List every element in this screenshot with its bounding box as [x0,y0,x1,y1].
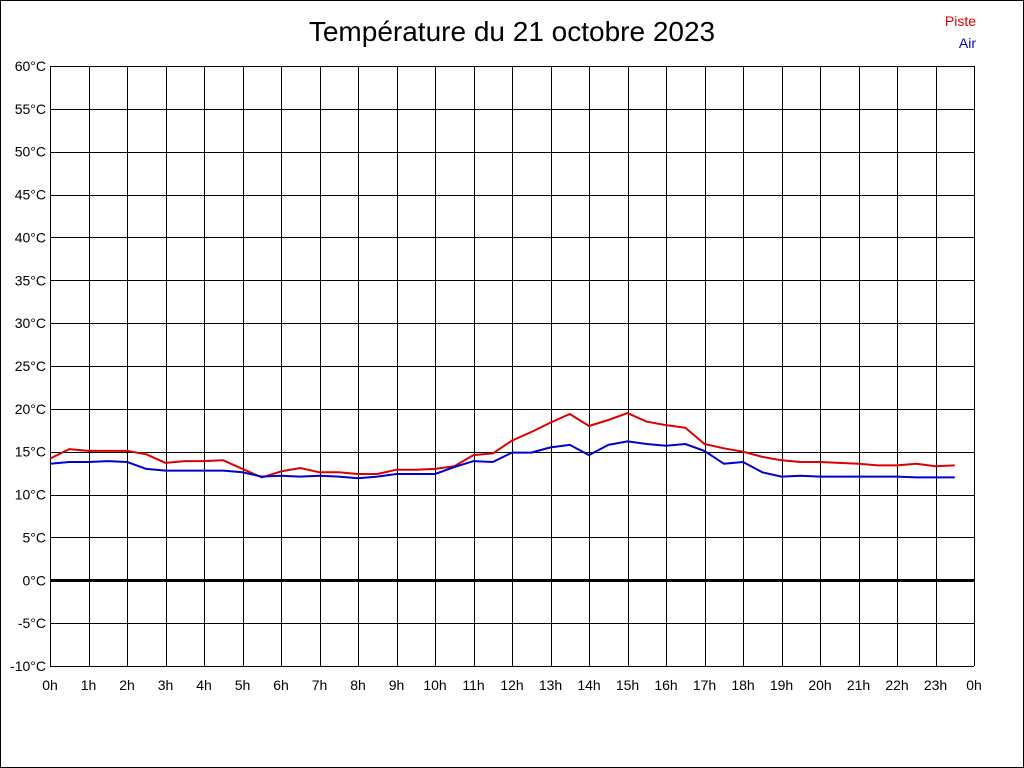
legend-item-air: Air [958,35,976,51]
x-tick-label: 0h [42,677,58,693]
y-tick-label: 0°C [23,572,47,588]
x-tick-label: 18h [731,677,754,693]
x-tick-label: 14h [577,677,600,693]
x-tick-label: 23h [924,677,947,693]
y-tick-label: -10°C [10,658,46,674]
series-line-piste [49,412,955,479]
y-tick-label: 15°C [15,444,46,460]
x-tick-label: 22h [885,677,908,693]
y-tick-label: 60°C [15,58,46,74]
x-tick-label: 21h [847,677,870,693]
x-tick-label: 8h [350,677,366,693]
y-tick-label: 5°C [23,529,47,545]
x-tick-label: 1h [81,677,97,693]
chart-title: Température du 21 octobre 2023 [308,16,716,47]
x-tick-label: 9h [389,677,405,693]
y-tick-label: 45°C [15,187,46,203]
x-tick-label: 3h [158,677,174,693]
x-tick-label: 0h [966,677,982,693]
x-tick-label: 20h [808,677,831,693]
x-tick-label: 15h [616,677,639,693]
y-tick-label: 10°C [15,487,46,503]
x-tick-label: 19h [770,677,793,693]
y-tick-label: -5°C [18,615,46,631]
x-tick-label: 17h [693,677,716,693]
legend-item-piste: Piste [944,13,976,29]
x-tick-label: 5h [235,677,251,693]
x-tick-label: 12h [500,677,523,693]
x-tick-label: 10h [423,677,446,693]
x-tick-label: 11h [462,677,484,693]
y-tick-label: 35°C [15,272,46,288]
y-tick-label: 25°C [15,358,46,374]
series-line-air [49,440,955,480]
y-tick-label: 55°C [15,101,46,117]
x-tick-label: 13h [539,677,562,693]
y-tick-label: 20°C [15,401,46,417]
x-tick-label: 2h [119,677,135,693]
x-tick-label: 16h [654,677,677,693]
x-tick-label: 7h [312,677,328,693]
y-tick-label: 50°C [15,144,46,160]
y-tick-label: 40°C [15,229,46,245]
y-tick-label: 30°C [15,315,46,331]
x-tick-label: 4h [196,677,212,693]
x-tick-label: 6h [273,677,289,693]
